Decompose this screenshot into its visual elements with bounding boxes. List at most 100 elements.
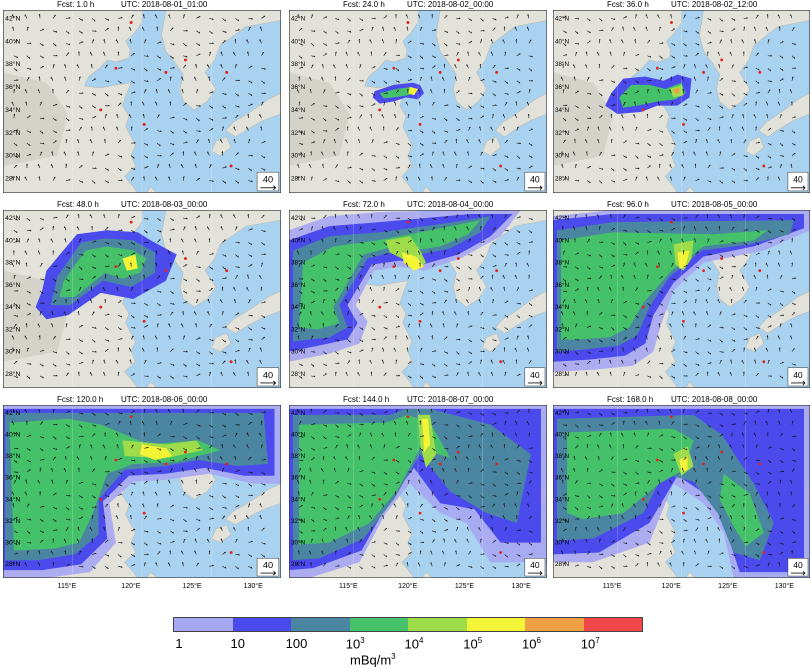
colorbar-unit: mBq/m3 bbox=[350, 652, 396, 668]
forecast-panel: Fcst: 168.0 h UTC: 2018-08-08_00:00 42°N 40… bbox=[553, 395, 810, 578]
colorbar-tick-label: 1 bbox=[175, 636, 183, 651]
concentration-plume bbox=[35, 230, 177, 320]
panel-header: Fcst: 48.0 h UTC: 2018-08-03_00:00 bbox=[3, 200, 281, 210]
longitude-label: 115°E bbox=[57, 583, 77, 590]
wind-reference-box: 40 bbox=[256, 558, 280, 577]
wind-vectors bbox=[560, 14, 797, 184]
colorbar-tick-label: 106 bbox=[522, 636, 541, 652]
colorbar-tick-label: 10 bbox=[230, 636, 245, 651]
colorbar-segment bbox=[291, 618, 350, 631]
latitude-label: 40°N bbox=[291, 431, 306, 439]
site-markers bbox=[378, 21, 503, 168]
forecast-panel: Fcst: 48.0 h UTC: 2018-08-03_00:00 42°N 40°… bbox=[3, 200, 281, 388]
colorbar-tick-label: 104 bbox=[404, 636, 424, 652]
wind-reference-value: 40 bbox=[793, 560, 803, 570]
latitude-label: 36°N bbox=[555, 281, 570, 289]
utc-time-label: UTC: 2018-08-06_00:00 bbox=[121, 395, 208, 404]
latitude-label: 40°N bbox=[291, 236, 306, 244]
latitude-label: 28°N bbox=[555, 174, 569, 182]
wind-reference-box: 40 bbox=[787, 171, 809, 192]
latitude-label: 42°N bbox=[5, 214, 21, 222]
latitude-label: 34°N bbox=[291, 303, 306, 311]
latitude-label: 40°N bbox=[555, 432, 569, 439]
forecast-panel: Fcst: 24.0 h UTC: 2018-08-02_00:00 42°N 40°… bbox=[289, 0, 547, 193]
site-markers bbox=[378, 220, 503, 364]
latitude-label: 38°N bbox=[291, 259, 306, 267]
colorbar-segment bbox=[232, 618, 291, 631]
map-canvas: 42°N 40°N 38°N 36°N 34°N 32°N 30°N 28°N 40 bbox=[553, 405, 810, 578]
utc-time-label: UTC: 2018-08-01_01:00 bbox=[121, 0, 208, 9]
latitude-label: 36°N bbox=[5, 83, 20, 91]
wind-reference-value: 40 bbox=[530, 370, 540, 380]
latitude-label: 32°N bbox=[5, 517, 21, 525]
latitude-label: 28°N bbox=[555, 561, 569, 568]
latitude-label: 40°N bbox=[555, 37, 569, 45]
map-canvas: 42°N 40°N 38°N 36°N 34°N 32°N 30°N 28°N 40 bbox=[3, 10, 281, 193]
longitude-label: 125°E bbox=[454, 583, 475, 590]
site-markers bbox=[99, 220, 233, 364]
latitude-label: 30°N bbox=[291, 152, 306, 160]
forecast-hour-label: Fcst: 48.0 h bbox=[57, 200, 99, 209]
colorbar-segment bbox=[408, 618, 467, 631]
latitude-label: 34°N bbox=[5, 106, 20, 114]
forecast-hour-label: Fcst: 144.0 h bbox=[343, 395, 390, 404]
latitude-label: 28°N bbox=[5, 561, 21, 569]
latitude-label: 30°N bbox=[555, 540, 569, 547]
latitude-label: 28°N bbox=[555, 370, 570, 378]
forecast-hour-label: Fcst: 168.0 h bbox=[607, 395, 654, 404]
latitude-label: 32°N bbox=[555, 129, 569, 137]
utc-time-label: UTC: 2018-08-04_00:00 bbox=[407, 200, 494, 209]
latitude-label: 40°N bbox=[291, 37, 306, 45]
forecast-hour-label: Fcst: 96.0 h bbox=[607, 200, 649, 209]
longitude-label: 115°E bbox=[339, 583, 358, 590]
latitude-label: 36°N bbox=[555, 83, 569, 91]
utc-time-label: UTC: 2018-08-07_00:00 bbox=[407, 395, 494, 404]
longitude-label: 120°E bbox=[398, 583, 418, 590]
wind-vectors bbox=[11, 213, 266, 379]
latitude-label: 40°N bbox=[5, 37, 20, 45]
wind-reference-box: 40 bbox=[524, 367, 546, 387]
wind-reference-value: 40 bbox=[793, 174, 803, 184]
wind-vectors bbox=[11, 14, 266, 184]
longitude-label: 130°E bbox=[243, 583, 263, 590]
latitude-label: 30°N bbox=[5, 539, 21, 547]
site-markers bbox=[378, 415, 503, 554]
wind-vectors bbox=[561, 408, 797, 570]
map-canvas: 42°N 40°N 38°N 36°N 34°N 32°N 30°N 28°N 40 bbox=[3, 405, 281, 578]
forecast-panel: Fcst: 96.0 h UTC: 2018-08-05_00:00 42°N 40°… bbox=[553, 200, 810, 388]
utc-time-label: UTC: 2018-08-02_00:00 bbox=[407, 0, 494, 9]
latitude-label: 32°N bbox=[5, 129, 20, 137]
latitude-label: 30°N bbox=[291, 539, 306, 547]
wind-reference-box: 40 bbox=[524, 558, 546, 577]
latitude-label: 42°N bbox=[5, 409, 21, 417]
panel-header: Fcst: 1.0 h UTC: 2018-08-01_01:00 bbox=[3, 0, 281, 10]
latitude-label: 32°N bbox=[291, 517, 306, 525]
longitude-label: 130°E bbox=[774, 583, 794, 590]
colorbar-segment bbox=[174, 618, 233, 631]
map-canvas: 42°N 40°N 38°N 36°N 34°N 32°N 30°N 28°N 40 bbox=[289, 210, 547, 388]
latitude-label: 32°N bbox=[291, 129, 306, 137]
forecast-hour-label: Fcst: 120.0 h bbox=[57, 395, 104, 404]
latitude-label: 32°N bbox=[291, 325, 306, 333]
colorbar-labels: 1 10 100 103 104 105 106 107 bbox=[0, 636, 811, 654]
colorbar-tick-label: 103 bbox=[345, 636, 365, 652]
latitude-label: 34°N bbox=[555, 303, 570, 311]
wind-reference-box: 40 bbox=[256, 367, 280, 387]
forecast-panel: Fcst: 72.0 h UTC: 2018-08-04_00:00 42°N 40°… bbox=[289, 200, 547, 388]
latitude-label: 28°N bbox=[291, 560, 306, 568]
latitude-label: 42°N bbox=[291, 409, 306, 417]
latitude-label: 28°N bbox=[291, 174, 306, 182]
latitude-label: 38°N bbox=[5, 60, 20, 68]
map-canvas: 42°N 40°N 38°N 36°N 34°N 32°N 30°N 28°N 40 bbox=[3, 210, 281, 388]
latitude-label: 30°N bbox=[555, 152, 569, 160]
latitude-label: 32°N bbox=[5, 326, 21, 334]
forecast-hour-label: Fcst: 72.0 h bbox=[343, 200, 385, 209]
latitude-label: 30°N bbox=[5, 348, 21, 356]
map-canvas: 42°N 40°N 38°N 36°N 34°N 32°N 30°N 28°N 40 bbox=[553, 10, 810, 193]
latitude-label: 38°N bbox=[5, 259, 21, 267]
latitude-label: 38°N bbox=[555, 60, 569, 68]
latitude-label: 34°N bbox=[5, 496, 21, 504]
latitude-label: 32°N bbox=[555, 518, 569, 525]
wind-reference-value: 40 bbox=[263, 370, 273, 380]
latitude-label: 28°N bbox=[5, 370, 21, 378]
